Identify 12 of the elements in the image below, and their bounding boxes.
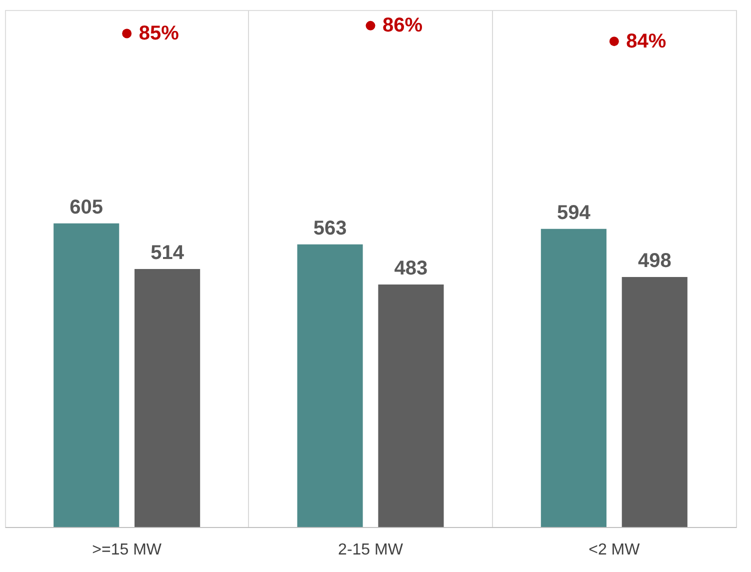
data-label: 605 xyxy=(70,196,104,218)
data-label: 563 xyxy=(313,217,347,240)
data-label: 86% xyxy=(382,14,423,37)
data-label: 498 xyxy=(638,250,672,272)
data-label: 514 xyxy=(150,242,185,264)
data-label: 84% xyxy=(626,30,666,52)
x-tick-label: 2-15 MW xyxy=(338,542,404,558)
data-label: 594 xyxy=(557,202,592,224)
data-label: 85% xyxy=(138,22,180,44)
x-tick-label: <2 MW xyxy=(588,542,641,558)
data-label: 483 xyxy=(394,258,428,280)
x-tick-label: >=15 MW xyxy=(92,542,162,558)
